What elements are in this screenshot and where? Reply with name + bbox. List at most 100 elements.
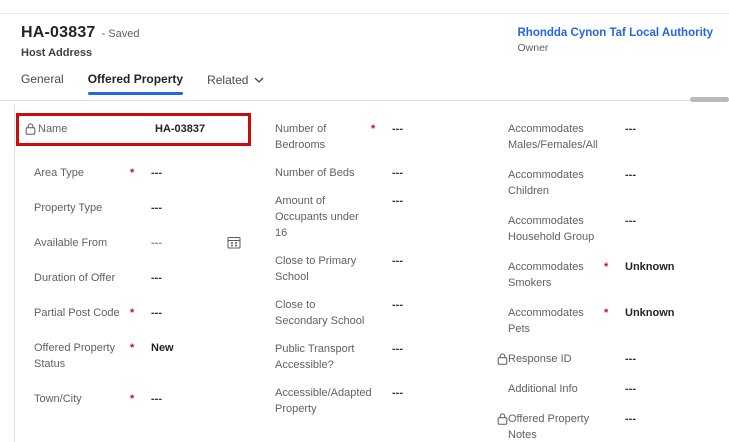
form-column-2: Number of Bedrooms * --- Number of Beds …: [275, 121, 487, 417]
field-value[interactable]: ---: [625, 383, 636, 395]
field-label: Partial Post Code: [34, 307, 120, 319]
field-row[interactable]: Amount of Occupants under 16 ---: [275, 193, 487, 241]
field-row[interactable]: Duration of Offer ---: [21, 270, 254, 286]
tab-related-label: Related: [207, 73, 249, 87]
record-id-title: HA-03837: [21, 24, 96, 41]
save-status-label: - Saved: [101, 28, 140, 40]
field-row[interactable]: Partial Post Code * ---: [21, 305, 254, 321]
field-label: Area Type: [34, 167, 84, 179]
field-label: Town/City: [34, 393, 82, 405]
field-label: Number of Beds: [275, 167, 355, 179]
required-asterisk: *: [604, 261, 609, 273]
field-value[interactable]: New: [151, 342, 174, 354]
field-row[interactable]: Public Transport Accessible? ---: [275, 341, 487, 373]
field-value[interactable]: ---: [392, 195, 403, 207]
owner-block: Rhondda Cynon Taf Local Authority Owner: [518, 27, 714, 54]
field-label: Accommodates Household Group: [508, 215, 595, 243]
field-row[interactable]: Name HA-03837: [16, 113, 251, 146]
lock-icon: [497, 353, 508, 365]
field-row[interactable]: Accessible/Adapted Property ---: [275, 385, 487, 417]
field-value[interactable]: ---: [392, 343, 403, 355]
field-row[interactable]: Accommodates Pets * Unknown: [497, 305, 721, 337]
form-column-1: Name HA-03837 Area Type * --- Property T…: [16, 113, 254, 407]
field-value[interactable]: ---: [625, 215, 636, 227]
field-label: Accessible/Adapted Property: [275, 387, 372, 415]
field-value[interactable]: ---: [625, 353, 636, 365]
field-label: Accommodates Smokers: [508, 261, 584, 289]
form-tabs: General Offered Property Related: [21, 72, 264, 96]
field-label: Accommodates Pets: [508, 307, 584, 335]
field-row[interactable]: Accommodates Smokers * Unknown: [497, 259, 721, 291]
field-label: Response ID: [508, 353, 572, 365]
field-row[interactable]: Offered Property Status * New: [21, 340, 254, 372]
field-row[interactable]: Close to Secondary School ---: [275, 297, 487, 329]
calendar-icon[interactable]: [227, 236, 241, 249]
record-header: HA-03837 - Saved Host Address: [21, 24, 139, 59]
header-separator: [0, 100, 729, 101]
top-edge-line: [0, 13, 729, 14]
required-asterisk: *: [371, 123, 376, 135]
field-label: Close to Primary School: [275, 255, 357, 283]
tab-general[interactable]: General: [21, 72, 64, 86]
field-label: Number of Bedrooms: [275, 123, 327, 151]
tab-related[interactable]: Related: [207, 72, 264, 96]
owner-role-label: Owner: [517, 42, 549, 54]
field-row[interactable]: Accommodates Children ---: [497, 167, 721, 199]
field-row[interactable]: Available From ---: [21, 235, 254, 251]
field-row[interactable]: Property Type ---: [21, 200, 254, 216]
field-label: Additional Info: [508, 383, 578, 395]
required-asterisk: *: [130, 307, 135, 319]
field-value[interactable]: ---: [392, 123, 403, 135]
field-value[interactable]: ---: [625, 413, 636, 425]
field-value[interactable]: ---: [151, 307, 162, 319]
field-value[interactable]: Unknown: [625, 307, 675, 319]
field-value[interactable]: ---: [392, 299, 403, 311]
field-row[interactable]: Area Type * ---: [21, 165, 254, 181]
field-row[interactable]: Additional Info ---: [497, 381, 721, 397]
field-label: Offered Property Notes: [508, 413, 590, 441]
field-label: Amount of Occupants under 16: [275, 195, 359, 239]
field-row[interactable]: Response ID ---: [497, 351, 721, 367]
field-value[interactable]: ---: [392, 255, 403, 267]
field-value[interactable]: ---: [392, 387, 403, 399]
field-value[interactable]: ---: [151, 272, 162, 284]
scrollbar-thumb[interactable]: [690, 97, 729, 102]
required-asterisk: *: [130, 342, 135, 354]
field-label: Accommodates Males/Females/All: [508, 123, 598, 151]
record-title-row: HA-03837 - Saved: [21, 24, 139, 42]
field-row[interactable]: Number of Beds ---: [275, 165, 487, 181]
form-content: Name HA-03837 Area Type * --- Property T…: [0, 101, 729, 442]
field-row[interactable]: Offered Property Notes ---: [497, 411, 721, 442]
field-value[interactable]: HA-03837: [155, 123, 206, 135]
required-asterisk: *: [130, 393, 135, 405]
field-value[interactable]: ---: [625, 169, 636, 181]
field-row[interactable]: Town/City * ---: [21, 391, 254, 407]
required-asterisk: *: [130, 167, 135, 179]
field-value[interactable]: ---: [151, 393, 162, 405]
required-asterisk: *: [604, 307, 609, 319]
lock-icon: [497, 413, 508, 425]
field-value[interactable]: ---: [151, 237, 162, 249]
field-row[interactable]: Accommodates Household Group ---: [497, 213, 721, 245]
field-value[interactable]: ---: [392, 167, 403, 179]
field-label: Offered Property Status: [34, 342, 116, 370]
tab-offered-property[interactable]: Offered Property: [87, 72, 184, 95]
lock-icon: [25, 123, 36, 135]
field-row[interactable]: Accommodates Males/Females/All ---: [497, 121, 721, 153]
form-column-3: Accommodates Males/Females/All --- Accom…: [497, 121, 721, 442]
field-label: Duration of Offer: [34, 272, 116, 284]
field-label: Name: [38, 123, 68, 135]
field-value[interactable]: ---: [151, 167, 162, 179]
chevron-down-icon: [254, 72, 264, 86]
field-label: Public Transport Accessible?: [275, 343, 355, 371]
field-value[interactable]: ---: [625, 123, 636, 135]
owner-link[interactable]: Rhondda Cynon Taf Local Authority: [517, 27, 714, 39]
field-label: Accommodates Children: [508, 169, 584, 197]
field-row[interactable]: Close to Primary School ---: [275, 253, 487, 285]
field-label: Available From: [34, 237, 108, 249]
field-value[interactable]: Unknown: [625, 261, 675, 273]
field-row[interactable]: Number of Bedrooms * ---: [275, 121, 487, 153]
entity-type-label: Host Address: [21, 47, 93, 59]
field-value[interactable]: ---: [151, 202, 162, 214]
